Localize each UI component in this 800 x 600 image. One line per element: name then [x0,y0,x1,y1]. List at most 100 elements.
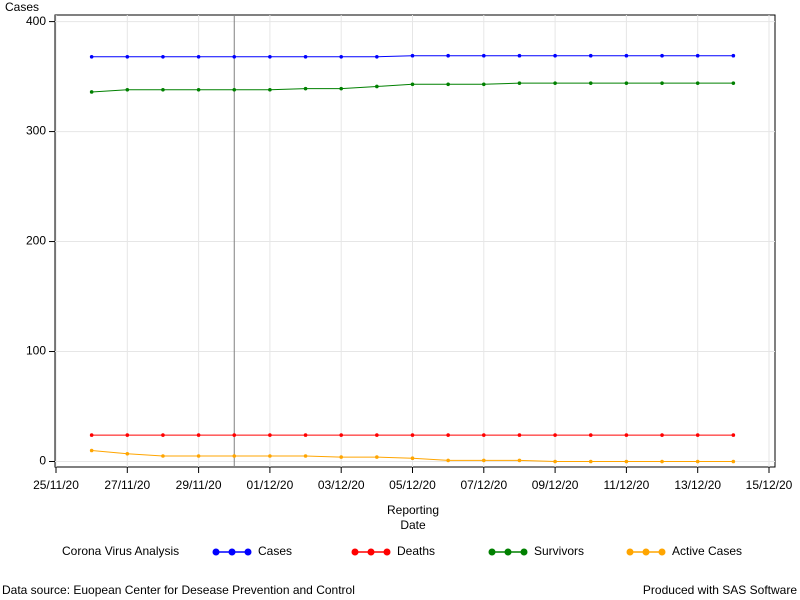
data-point [339,86,344,91]
data-point [446,53,450,58]
x-tick-label: 13/12/20 [674,478,721,492]
data-point [624,459,629,464]
legend-marker [658,548,666,556]
data-point [375,84,379,89]
data-point [660,433,664,437]
data-point [482,53,486,58]
y-tick-label: 0 [39,454,46,468]
data-point [410,82,415,87]
data-point [410,433,415,437]
legend-label: Active Cases [672,544,742,558]
data-point [695,53,700,58]
data-point [375,54,379,59]
legend-label: Cases [258,544,292,558]
data-point [89,433,94,437]
data-point [731,459,736,464]
data-point [731,433,736,437]
plot-frame [54,14,776,468]
legend-marker [642,548,650,556]
data-point [268,433,272,437]
x-tick-label: 01/12/20 [247,478,294,492]
data-point [553,459,557,464]
data-point [303,86,308,91]
data-point [161,87,165,92]
x-axis-label: Date [400,518,426,532]
data-point [125,54,130,59]
x-tick-label: 25/11/20 [33,478,79,492]
data-point [303,454,308,458]
legend-title: Corona Virus Analysis [62,544,179,558]
data-point [339,455,344,459]
data-point [161,433,165,437]
legend-label: Survivors [534,544,584,558]
data-point [232,433,237,437]
y-tick-label: 200 [26,234,46,248]
data-point [375,433,379,437]
data-point [232,54,237,59]
data-point [410,456,415,461]
data-point [410,53,415,58]
data-point [588,433,593,437]
data-point [446,458,450,463]
x-tick-label: 03/12/20 [318,478,365,492]
data-point [268,454,272,458]
legend-marker [383,548,391,556]
data-point [161,54,165,59]
data-point [125,452,130,456]
data-point [303,433,308,437]
x-axis-label: Reporting [387,503,439,517]
data-point [695,433,700,437]
x-tick-label: 11/12/20 [603,478,649,492]
data-point [125,87,130,92]
data-point [731,53,736,58]
data-point [232,87,237,92]
data-point [446,82,450,87]
legend-marker [351,548,359,556]
data-point [588,81,593,85]
data-point [624,81,629,85]
data-point [553,53,557,58]
data-point [731,81,736,85]
footnote: Data source: Euopean Center for Desease … [2,583,355,597]
data-point [517,458,522,463]
legend-marker [367,548,375,556]
data-point [695,81,700,85]
x-tick-label: 09/12/20 [532,478,579,492]
legend-marker [520,548,528,556]
legend-marker [626,548,634,556]
legend-label: Deaths [397,544,435,558]
x-tick-label: 29/11/20 [176,478,222,492]
data-point [89,54,94,59]
x-tick-label: 07/12/20 [460,478,507,492]
data-point [89,90,94,94]
data-point [161,454,165,458]
y-tick-label: 100 [26,344,46,358]
data-point [268,54,272,59]
data-point [517,53,522,58]
data-point [125,433,130,437]
data-point [482,458,486,463]
data-point [232,454,237,458]
footnote: Produced with SAS Software [643,583,797,597]
legend-marker [244,548,252,556]
y-tick-label: 400 [26,14,46,28]
data-point [482,433,486,437]
legend-marker [488,548,496,556]
data-point [89,448,94,453]
data-point [196,87,201,92]
legend-marker [212,548,220,556]
data-point [517,81,522,85]
data-point [446,433,450,437]
data-point [196,454,201,458]
data-point [196,54,201,59]
data-point [660,81,664,85]
y-tick-label: 300 [26,124,46,138]
data-point [303,54,308,59]
data-point [624,53,629,58]
data-point [517,433,522,437]
data-point [695,459,700,464]
data-point [339,433,344,437]
y-axis-label: Cases [5,0,39,14]
data-point [268,87,272,92]
